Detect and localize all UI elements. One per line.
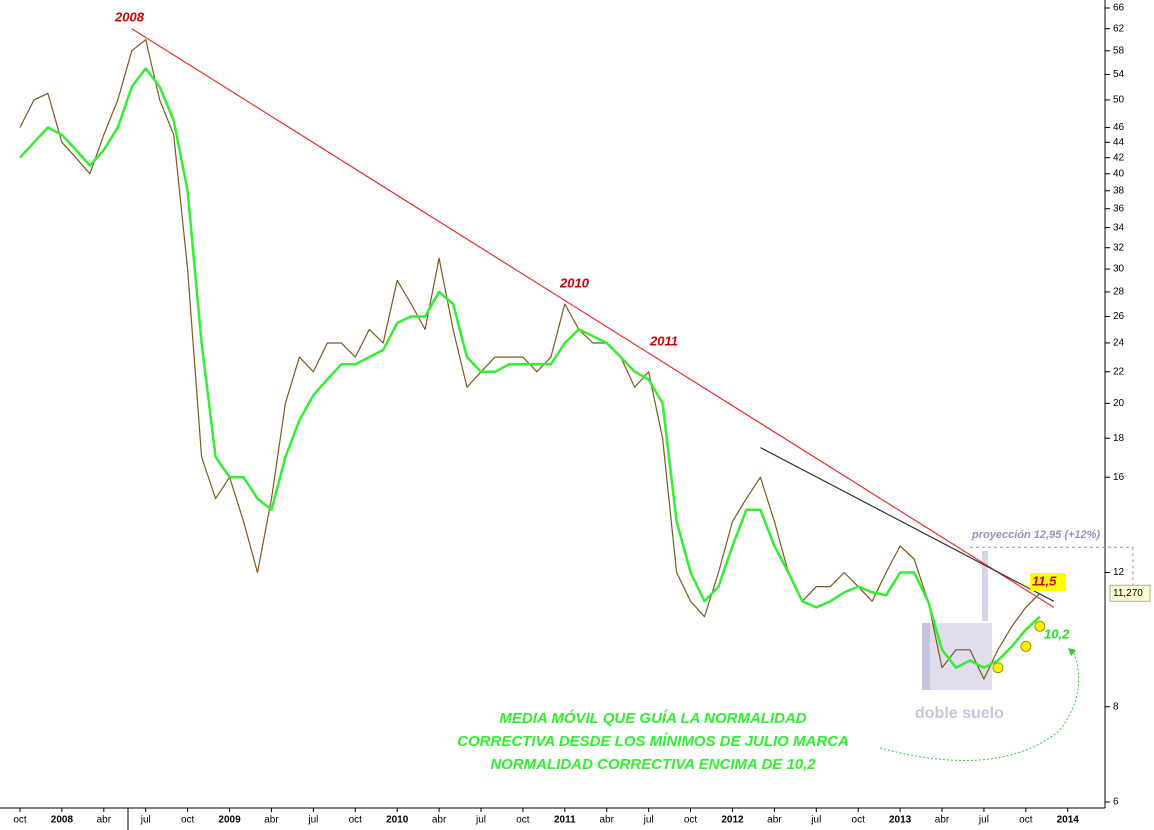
y-tick-label: 42 <box>1113 152 1125 163</box>
x-tick-label: 2010 <box>386 815 409 826</box>
y-tick-label: 32 <box>1113 242 1125 253</box>
x-tick-label: 2014 <box>1057 815 1080 826</box>
x-tick-label: oct <box>181 815 195 826</box>
annotation: 11,5 <box>1032 573 1057 588</box>
y-tick-label: 44 <box>1113 137 1125 148</box>
note-line: MEDIA MÓVIL QUE GUÍA LA NORMALIDAD <box>499 709 806 727</box>
annotation: 2011 <box>649 333 678 348</box>
y-tick-label: 50 <box>1113 95 1125 106</box>
y-tick-label: 20 <box>1113 398 1125 409</box>
y-tick-label: 6 <box>1113 797 1119 808</box>
y-tick-label: 36 <box>1113 203 1125 214</box>
x-tick-label: jul <box>978 815 989 826</box>
x-tick-label: abr <box>264 815 279 826</box>
x-tick-label: oct <box>1019 815 1033 826</box>
y-tick-label: 58 <box>1113 45 1125 56</box>
zone-bar <box>922 623 930 690</box>
x-tick-label: 2011 <box>554 815 576 826</box>
note-arrow <box>879 647 1080 761</box>
x-tick-label: oct <box>13 815 27 826</box>
highlight <box>1030 573 1066 591</box>
x-tick-label: 2013 <box>889 815 912 826</box>
y-tick-label: 66 <box>1113 3 1125 14</box>
y-tick-label: 54 <box>1113 69 1125 80</box>
annotation: 2010 <box>559 275 590 290</box>
x-tick-label: jul <box>475 815 486 826</box>
x-tick-label: jul <box>140 815 151 826</box>
x-tick-label: oct <box>684 815 698 826</box>
y-tick-label: 8 <box>1113 701 1119 712</box>
projection-bar <box>982 551 988 621</box>
x-tick-label: abr <box>97 815 112 826</box>
trendline <box>760 447 1055 602</box>
marker <box>1020 640 1032 652</box>
note-line: NORMALIDAD CORRECTIVA ENCIMA DE 10,2 <box>490 756 816 773</box>
y-tick-label: 38 <box>1113 185 1125 196</box>
y-tick-label: 16 <box>1113 472 1125 483</box>
x-tick-label: abr <box>600 815 615 826</box>
y-tick-label: 46 <box>1113 122 1125 133</box>
y-tick-label: 24 <box>1113 338 1125 349</box>
x-tick-label: 2008 <box>51 815 74 826</box>
x-tick-label: jul <box>643 815 654 826</box>
x-tick-label: 2009 <box>218 815 241 826</box>
marker <box>1034 620 1046 632</box>
y-tick-label: 34 <box>1113 222 1125 233</box>
x-tick-label: abr <box>767 815 782 826</box>
x-tick-label: oct <box>852 815 866 826</box>
y-tick-label: 12 <box>1113 567 1125 578</box>
x-tick-label: jul <box>810 815 821 826</box>
arrow-head <box>1068 648 1076 656</box>
marker <box>992 662 1004 674</box>
price-tag <box>1109 584 1151 602</box>
trendline <box>131 28 1055 608</box>
y-tick-label: 22 <box>1113 366 1125 377</box>
x-tick-label: abr <box>432 815 447 826</box>
x-tick-label: abr <box>935 815 950 826</box>
projection-label: proyección 12,95 (+12%) <box>971 529 1100 541</box>
x-tick-label: oct <box>349 815 363 826</box>
x-tick-label: jul <box>307 815 318 826</box>
x-tick-label: 2012 <box>721 815 744 826</box>
y-tick-label: 40 <box>1113 168 1125 179</box>
annotation: 10,2 <box>1044 626 1070 641</box>
x-tick-label: oct <box>516 815 530 826</box>
double-bottom-zone <box>922 623 992 690</box>
y-tick-label: 26 <box>1113 311 1125 322</box>
y-tick-label: 30 <box>1113 264 1125 275</box>
note-line: CORRECTIVA DESDE LOS MÍNIMOS DE JULIO MA… <box>457 733 849 750</box>
y-tick-label: 28 <box>1113 287 1125 298</box>
y-tick-label: 18 <box>1113 433 1125 444</box>
annotation: doble suelo <box>915 705 1004 722</box>
annotation: 2008 <box>114 9 145 24</box>
series-line <box>19 67 1041 669</box>
price-tag-label: 11,270 <box>1113 588 1143 599</box>
y-tick-label: 62 <box>1113 23 1125 34</box>
